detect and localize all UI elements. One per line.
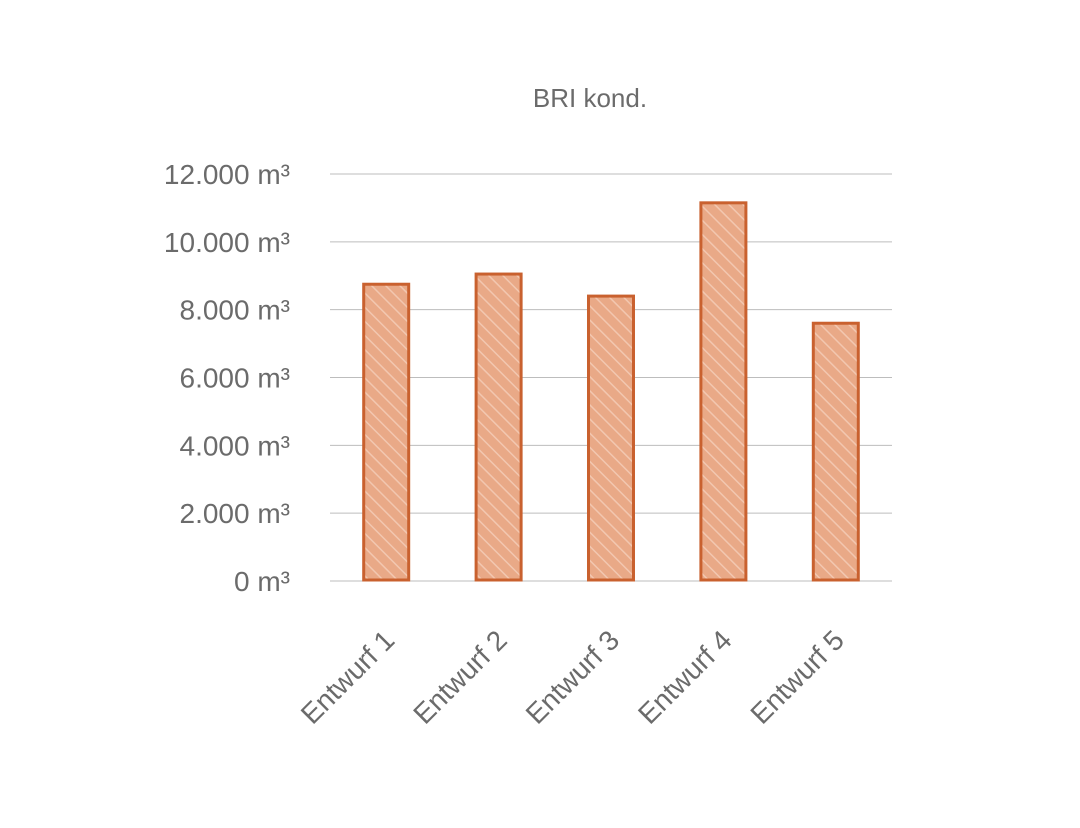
- bar: [811, 321, 860, 582]
- x-category-label: Entwurf 5: [744, 624, 850, 730]
- y-tick-label: 4.000 m³: [180, 430, 291, 461]
- y-tick-label: 10.000 m³: [164, 227, 290, 258]
- x-category-label: Entwurf 1: [295, 624, 401, 730]
- bar: [362, 282, 411, 582]
- y-axis-tick-labels: 0 m³ 2.000 m³ 4.000 m³ 6.000 m³ 8.000 m³ 10.0…: [164, 159, 290, 597]
- y-tick-label: 0 m³: [234, 566, 290, 597]
- bar: [587, 294, 635, 582]
- x-category-label: Entwurf 2: [407, 624, 513, 730]
- x-category-label: Entwurf 3: [520, 624, 626, 730]
- y-tick-label: 6.000 m³: [180, 363, 291, 394]
- bar: [474, 272, 523, 582]
- chart-title: BRI kond.: [533, 83, 647, 113]
- bars: [362, 201, 860, 582]
- y-tick-label: 2.000 m³: [180, 498, 291, 529]
- y-tick-label: 8.000 m³: [180, 295, 291, 326]
- x-category-label: Entwurf 4: [632, 624, 738, 730]
- y-tick-label: 12.000 m³: [164, 159, 290, 190]
- bar: [699, 201, 748, 582]
- x-axis-category-labels: Entwurf 1 Entwurf 2 Entwurf 3 Entwurf 4 Entw…: [295, 624, 850, 730]
